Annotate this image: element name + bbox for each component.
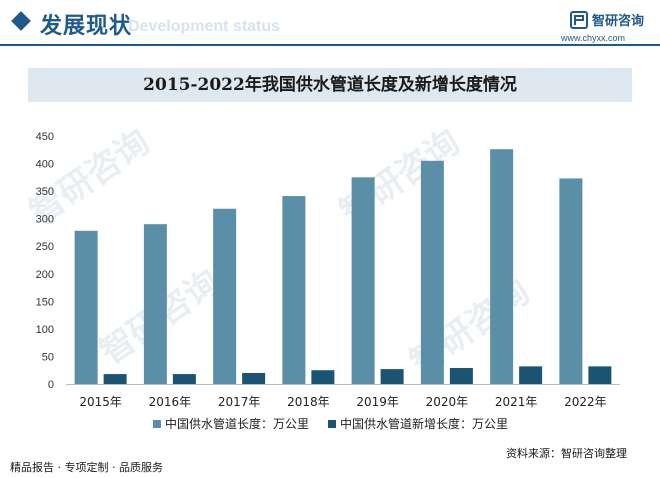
footer-slogan: 精品报告 · 专项定制 · 品质服务: [10, 461, 163, 474]
y-tick-label: 50: [42, 351, 54, 363]
bar-pipeline-length: [559, 178, 583, 384]
bar-new-length: [588, 366, 612, 384]
bar-new-length: [449, 368, 473, 384]
x-tick-label: 2015年: [79, 395, 122, 409]
brand-name: 智研咨询: [592, 14, 645, 29]
chart-title-box: 2015-2022年我国供水管道长度及新增长度情况: [28, 68, 632, 102]
y-tick-label: 300: [36, 214, 54, 226]
y-tick-label: 200: [36, 269, 54, 281]
y-tick-label: 150: [36, 296, 54, 308]
section-title: 发展现状: [40, 14, 133, 39]
bar-pipeline-length: [74, 230, 98, 384]
site-url: www.chyxx.com: [561, 33, 626, 43]
legend-swatch-pipeline-length: [153, 420, 161, 428]
y-tick-label: 350: [36, 186, 54, 198]
x-tick-label: 2022年: [564, 395, 607, 409]
brand-logo-icon: [570, 10, 588, 29]
section-subtitle: Development status: [128, 18, 281, 35]
header-divider: [0, 44, 660, 46]
y-tick-label: 100: [36, 324, 54, 336]
source-note: 资料来源：智研咨询整理: [506, 447, 627, 460]
x-tick-label: 2016年: [149, 395, 192, 409]
y-tick-label: 0: [48, 379, 54, 391]
x-tick-label: 2017年: [218, 395, 261, 409]
legend-label-pipeline-length: 中国供水管道长度：万公里: [165, 416, 309, 431]
bar-new-length: [519, 366, 543, 384]
bar-pipeline-length: [420, 160, 444, 384]
y-tick-label: 250: [36, 241, 54, 253]
legend-label-new-length: 中国供水管道新增长度：万公里: [340, 416, 508, 431]
bar-pipeline-length: [143, 224, 167, 384]
bar-pipeline-length: [213, 208, 237, 384]
brand-logo: 智研咨询: [570, 10, 644, 29]
bar-new-length: [311, 370, 335, 384]
bar-new-length: [242, 372, 266, 384]
x-tick-label: 2019年: [356, 395, 399, 409]
bar-new-length: [380, 369, 404, 384]
chart-title: 2015-2022年我国供水管道长度及新增长度情况: [143, 75, 517, 95]
y-tick-label: 450: [36, 131, 54, 143]
bar-new-length: [103, 374, 127, 384]
bar-new-length: [172, 374, 196, 384]
bar-pipeline-length: [351, 177, 375, 384]
bar-pipeline-length: [490, 149, 514, 384]
header: 发展现状 Development status 智研咨询 www.chyxx.c…: [0, 0, 660, 48]
legend-swatch-new-length: [328, 420, 336, 428]
x-tick-label: 2020年: [426, 395, 469, 409]
y-tick-label: 400: [36, 159, 54, 171]
bar-pipeline-length: [282, 196, 306, 384]
x-tick-label: 2021年: [495, 395, 538, 409]
x-tick-label: 2018年: [287, 395, 330, 409]
